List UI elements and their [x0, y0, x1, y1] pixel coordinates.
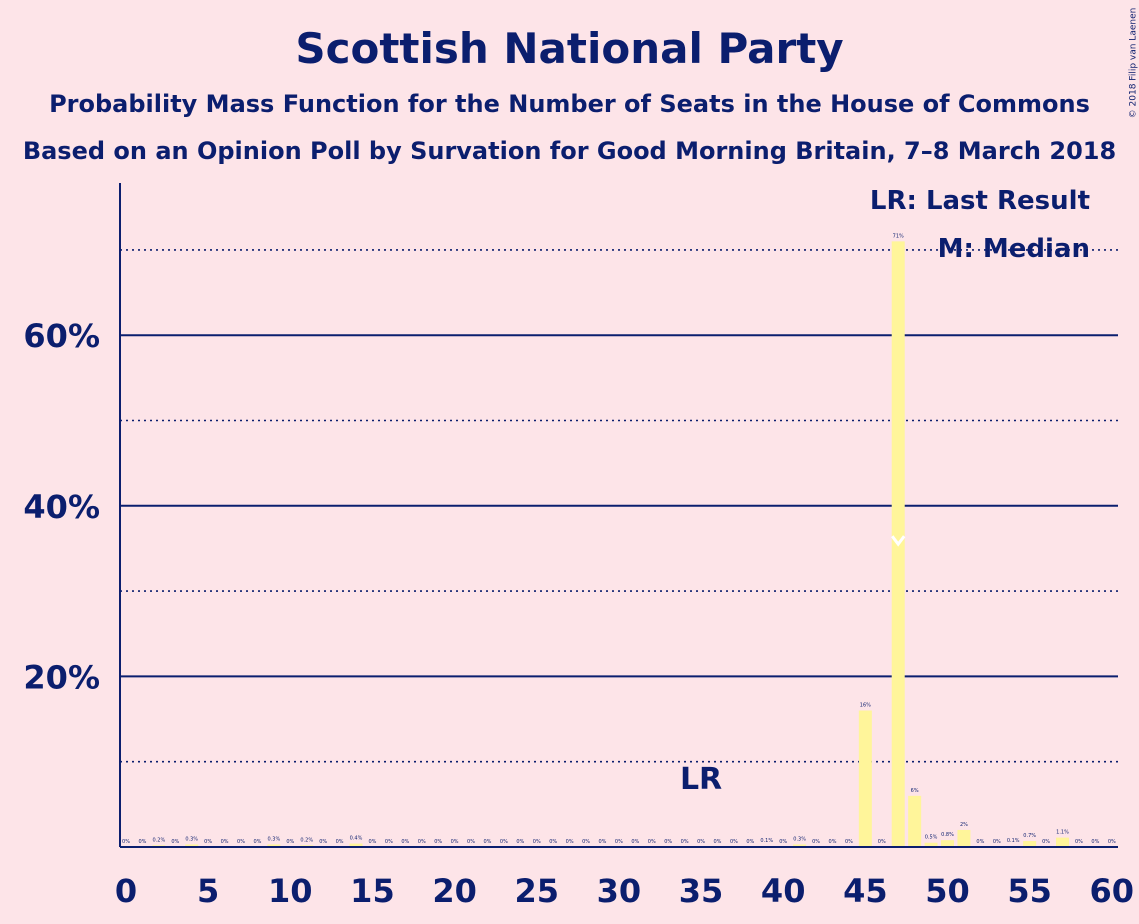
bar-value-label: 0% — [500, 839, 508, 845]
x-tick-label: 5 — [197, 872, 219, 910]
bar-value-label: 0% — [253, 839, 261, 845]
bar-value-label: 0.5% — [925, 835, 938, 841]
chart-title: Scottish National Party — [295, 24, 844, 73]
bar — [957, 829, 971, 847]
bar-value-label: 0% — [467, 839, 475, 845]
median-marker — [891, 535, 906, 547]
bar-value-label: 0% — [237, 839, 245, 845]
bar — [349, 843, 363, 847]
x-tick-label: 20 — [432, 872, 477, 910]
bar-value-label: 0.2% — [300, 837, 313, 843]
y-tick-label: 40% — [23, 488, 100, 526]
bar-value-label: 0% — [829, 839, 837, 845]
bar-value-label: 0% — [779, 839, 787, 845]
x-tick-label: 0 — [115, 872, 137, 910]
bar-value-label: 0% — [336, 839, 344, 845]
bar-value-label: 0% — [599, 839, 607, 845]
last-result-label: LR — [680, 762, 722, 797]
bar-value-label: 0% — [368, 839, 376, 845]
y-tick-label: 20% — [23, 658, 100, 696]
bar — [1056, 837, 1070, 847]
bar-value-label: 16% — [860, 703, 871, 709]
x-tick-label: 35 — [679, 872, 724, 910]
bar-value-label: 0% — [993, 839, 1001, 845]
bar-value-label: 0.8% — [941, 832, 954, 838]
x-tick-label: 40 — [761, 872, 806, 910]
bar-value-label: 0.4% — [350, 836, 363, 842]
bar-value-label: 0% — [631, 839, 639, 845]
bar — [267, 844, 281, 847]
bar — [908, 795, 922, 847]
bar-value-label: 0% — [697, 839, 705, 845]
x-tick-label: 50 — [925, 872, 970, 910]
x-tick-label: 10 — [268, 872, 313, 910]
legend-item: M: Median — [938, 234, 1090, 264]
bar-value-label: 0.1% — [1007, 838, 1020, 844]
bar-value-label: 0.1% — [760, 838, 773, 844]
bar-value-label: 6% — [911, 788, 919, 794]
bar-value-label: 0% — [1042, 839, 1050, 845]
bar-value-label: 0.3% — [185, 836, 198, 842]
bar-value-label: 0% — [1108, 839, 1116, 845]
bar-value-label: 0% — [566, 839, 574, 845]
bar-value-label: 0% — [615, 839, 623, 845]
bar-value-label: 0% — [286, 839, 294, 845]
bar-value-label: 0% — [171, 839, 179, 845]
bar-value-label: 71% — [893, 233, 904, 239]
bar-value-label: 0.3% — [793, 836, 806, 842]
x-tick-label: 45 — [843, 872, 888, 910]
bar-value-label: 0% — [812, 839, 820, 845]
bar-value-label: 0% — [648, 839, 656, 845]
bar-value-label: 0% — [385, 839, 393, 845]
legend-item: LR: Last Result — [870, 186, 1090, 216]
bar-value-label: 2% — [960, 822, 968, 828]
bar-value-label: 0% — [664, 839, 672, 845]
bar-value-label: 0.3% — [268, 836, 281, 842]
bar-value-label: 0% — [221, 839, 229, 845]
x-tick-label: 15 — [350, 872, 395, 910]
chart-source: Based on an Opinion Poll by Survation fo… — [22, 137, 1117, 165]
x-tick-label: 25 — [514, 872, 559, 910]
bar-value-label: 0.2% — [153, 837, 166, 843]
bar — [1023, 841, 1037, 847]
bar-value-label: 0% — [746, 839, 754, 845]
bar-value-label: 0% — [483, 839, 491, 845]
bar-value-label: 0% — [122, 839, 130, 845]
bar-value-label: 0% — [582, 839, 590, 845]
bar — [185, 844, 199, 847]
bar-value-label: 0% — [845, 839, 853, 845]
bar-value-label: 0% — [451, 839, 459, 845]
bar-value-label: 1.1% — [1056, 830, 1069, 836]
chart-subtitle: Probability Mass Function for the Number… — [49, 90, 1090, 118]
bar-value-label: 0% — [434, 839, 442, 845]
bar-value-label: 0% — [1075, 839, 1083, 845]
bar-value-label: 0% — [204, 839, 212, 845]
bar-value-label: 0% — [730, 839, 738, 845]
bar — [924, 842, 938, 847]
y-tick-label: 60% — [23, 317, 100, 355]
bar-value-label: 0% — [878, 839, 886, 845]
bar-value-label: 0% — [138, 839, 146, 845]
x-tick-label: 55 — [1007, 872, 1052, 910]
bar — [858, 710, 872, 847]
x-tick-label: 30 — [597, 872, 642, 910]
bar — [941, 840, 954, 847]
bar-value-label: 0.7% — [1023, 833, 1036, 839]
bar — [793, 844, 807, 847]
bar-value-label: 0% — [418, 839, 426, 845]
bar-value-label: 0% — [533, 839, 541, 845]
x-tick-label: 60 — [1090, 872, 1135, 910]
bar-value-label: 0% — [516, 839, 524, 845]
bar-value-label: 0% — [319, 839, 327, 845]
bar-value-label: 0% — [714, 839, 722, 845]
bar-value-label: 0% — [976, 839, 984, 845]
bar-value-label: 0% — [681, 839, 689, 845]
bar-value-label: 0% — [1091, 839, 1099, 845]
bar-value-label: 0% — [549, 839, 557, 845]
bar-value-label: 0% — [401, 839, 409, 845]
